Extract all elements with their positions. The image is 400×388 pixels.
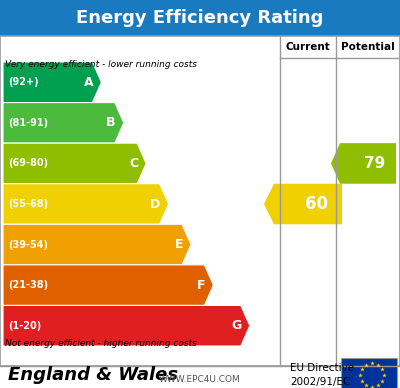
Text: (55-68): (55-68)	[8, 199, 48, 209]
Polygon shape	[264, 184, 342, 224]
Polygon shape	[331, 143, 396, 184]
Text: Very energy efficient - lower running costs: Very energy efficient - lower running co…	[5, 60, 197, 69]
Text: EU Directive
2002/91/EC: EU Directive 2002/91/EC	[290, 363, 354, 387]
Bar	[0, 36, 400, 366]
Text: F: F	[197, 279, 206, 292]
Polygon shape	[3, 102, 124, 143]
Text: B: B	[106, 116, 116, 129]
Text: (39-54): (39-54)	[8, 239, 48, 249]
Bar	[0, 0, 400, 36]
Bar	[341, 358, 397, 388]
Text: Potential: Potential	[341, 42, 395, 52]
Text: (1-20): (1-20)	[8, 321, 41, 331]
Polygon shape	[3, 184, 169, 224]
Text: Current: Current	[286, 42, 330, 52]
Text: C: C	[129, 157, 138, 170]
Text: Energy Efficiency Rating: Energy Efficiency Rating	[76, 9, 324, 27]
Text: E: E	[174, 238, 183, 251]
Text: England & Wales: England & Wales	[8, 366, 178, 384]
Text: 60: 60	[305, 195, 328, 213]
Text: WWW.EPC4U.COM: WWW.EPC4U.COM	[159, 376, 241, 385]
Text: 79: 79	[364, 156, 386, 171]
Text: (81-91): (81-91)	[8, 118, 48, 128]
Text: (21-38): (21-38)	[8, 280, 48, 290]
Polygon shape	[3, 62, 102, 102]
Text: (92+): (92+)	[8, 77, 39, 87]
Text: A: A	[84, 76, 94, 89]
Polygon shape	[3, 224, 191, 265]
Polygon shape	[3, 265, 214, 305]
Polygon shape	[3, 143, 146, 184]
Text: G: G	[232, 319, 242, 332]
Text: D: D	[150, 197, 160, 211]
Text: (69-80): (69-80)	[8, 158, 48, 168]
Text: Not energy efficient - higher running costs: Not energy efficient - higher running co…	[5, 339, 197, 348]
Polygon shape	[3, 305, 250, 346]
